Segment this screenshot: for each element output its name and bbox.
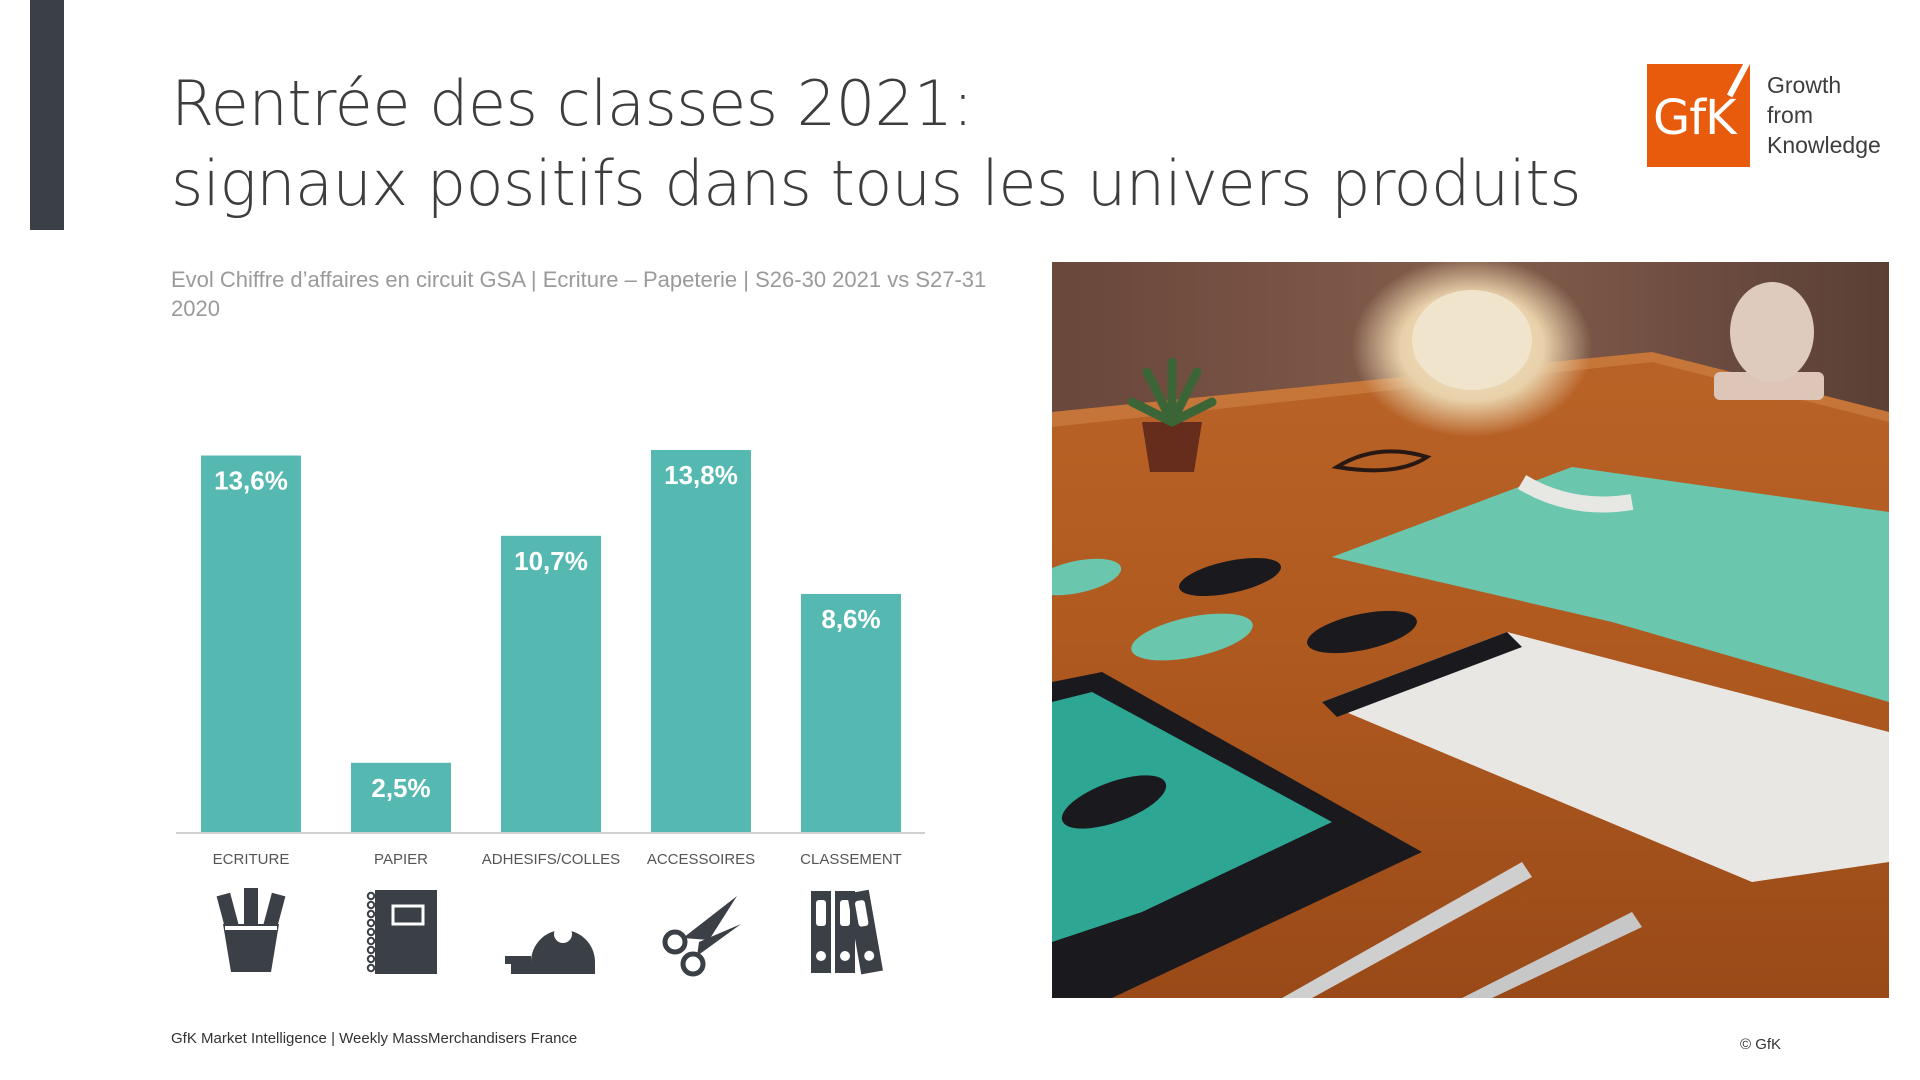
- notebook-ring: [366, 891, 376, 901]
- marker-1: [1282, 862, 1532, 998]
- notepad: [1322, 632, 1889, 882]
- tape-hole: [554, 925, 572, 943]
- pen-cup-icon: [216, 888, 286, 972]
- notepad-binding: [1322, 632, 1522, 717]
- tagline-from: from: [1767, 102, 1813, 128]
- slide-title: Rentrée des classes 2021: signaux positi…: [171, 64, 1582, 224]
- sticker-green-1: [1131, 613, 1253, 661]
- sticker-dark-1: [1179, 557, 1281, 597]
- scissors-blade-1: [683, 896, 737, 940]
- green-tshirt: [1332, 467, 1889, 702]
- gfk-logo: GfK Growth from Knowledge: [1647, 59, 1887, 170]
- sticker-green-2: [1052, 558, 1122, 596]
- notebook-ring: [366, 918, 376, 928]
- bar-adhesifs/colles: [501, 535, 601, 832]
- notebook-ring: [366, 954, 376, 964]
- scissors-handle-1: [662, 929, 688, 955]
- notebook-ring: [366, 936, 376, 946]
- bar-chart: 13,6% ECRITURE 2,5% PAPIER 10,7% ADHESIFS/COL…: [176, 450, 925, 977]
- gfk-logo-text: GfK: [1653, 90, 1737, 146]
- data-label: 2,5%: [371, 773, 430, 803]
- tape-body: [531, 930, 595, 962]
- gfk-logo-slash: [1726, 59, 1751, 98]
- chart-subtitle: Evol Chiffre d’affaires en circuit GSA |…: [171, 267, 987, 321]
- bar-accessoires: [651, 450, 751, 832]
- category-label: ECRITURE: [213, 851, 290, 868]
- title-line-1: Rentrée des classes 2021:: [171, 67, 973, 140]
- notebook-ring: [366, 900, 376, 910]
- stationery-photo: [1052, 262, 1889, 998]
- data-label: 10,7%: [514, 546, 588, 576]
- pen-1: [216, 892, 240, 932]
- green-folder-pattern: [1052, 692, 1332, 942]
- notebook-ring: [366, 927, 376, 937]
- title-line-2: signaux positifs dans tous les univers p…: [171, 147, 1582, 220]
- pen-cup-body: [223, 924, 279, 972]
- plant-pot: [1142, 422, 1202, 472]
- bar-classement: [801, 593, 901, 832]
- footer-source: GfK Market Intelligence | Weekly MassMer…: [171, 1030, 578, 1047]
- folder-logo: [1061, 775, 1167, 829]
- pen-2: [244, 888, 258, 930]
- notebook-ring: [366, 963, 376, 973]
- binder-label: [816, 900, 826, 926]
- sticker-dark-2: [1307, 610, 1417, 654]
- category-label: ADHESIFS/COLLES: [482, 851, 620, 868]
- photo-tint: [1052, 262, 1889, 998]
- binder: [847, 889, 883, 975]
- binder-label: [840, 900, 850, 926]
- bar-ecriture: [201, 455, 301, 832]
- notebook-icon: [366, 890, 437, 974]
- notebook-ring: [366, 945, 376, 955]
- tape-cutter: [505, 956, 531, 964]
- tape-base: [511, 962, 595, 974]
- pen-3: [262, 892, 286, 932]
- tagline-knowledge: Knowledge: [1767, 132, 1881, 158]
- scissors-blade-2: [697, 924, 741, 956]
- tape-dispenser-icon: [505, 925, 595, 974]
- tshirt-collar: [1517, 475, 1634, 513]
- data-label: 8,6%: [821, 604, 880, 634]
- bust: [1730, 282, 1814, 382]
- bust-base: [1714, 372, 1824, 400]
- binder-hole: [840, 951, 850, 961]
- bar-papier: [351, 762, 451, 832]
- lamp: [1412, 290, 1532, 390]
- binder-tilted: [847, 889, 883, 975]
- notebook-ring: [366, 909, 376, 919]
- accent-bar: [30, 0, 64, 230]
- plant: [1127, 357, 1217, 427]
- binder-hole: [864, 950, 875, 961]
- category-label: CLASSEMENT: [800, 851, 902, 868]
- notebook-label: [391, 904, 425, 926]
- scissors-icon: [662, 896, 741, 977]
- marker-2: [1462, 912, 1642, 998]
- data-label: 13,6%: [214, 466, 288, 496]
- glasses: [1331, 449, 1432, 473]
- category-label: ACCESSOIRES: [647, 851, 755, 868]
- data-label: 13,8%: [664, 460, 738, 490]
- footer-copyright: © GfK: [1740, 1036, 1782, 1053]
- notebook-cover: [375, 890, 437, 974]
- pen-cup-rim: [225, 926, 277, 930]
- tagline-growth: Growth: [1767, 72, 1842, 98]
- gfk-logo-mark: GfK: [1647, 59, 1751, 167]
- binders-icon: [811, 889, 883, 975]
- category-label: PAPIER: [374, 851, 428, 868]
- scissors-handle-2: [680, 951, 706, 977]
- binder-label: [855, 900, 869, 927]
- gfk-tagline: Growth from Knowledge: [1767, 70, 1881, 160]
- binder-hole: [816, 951, 826, 961]
